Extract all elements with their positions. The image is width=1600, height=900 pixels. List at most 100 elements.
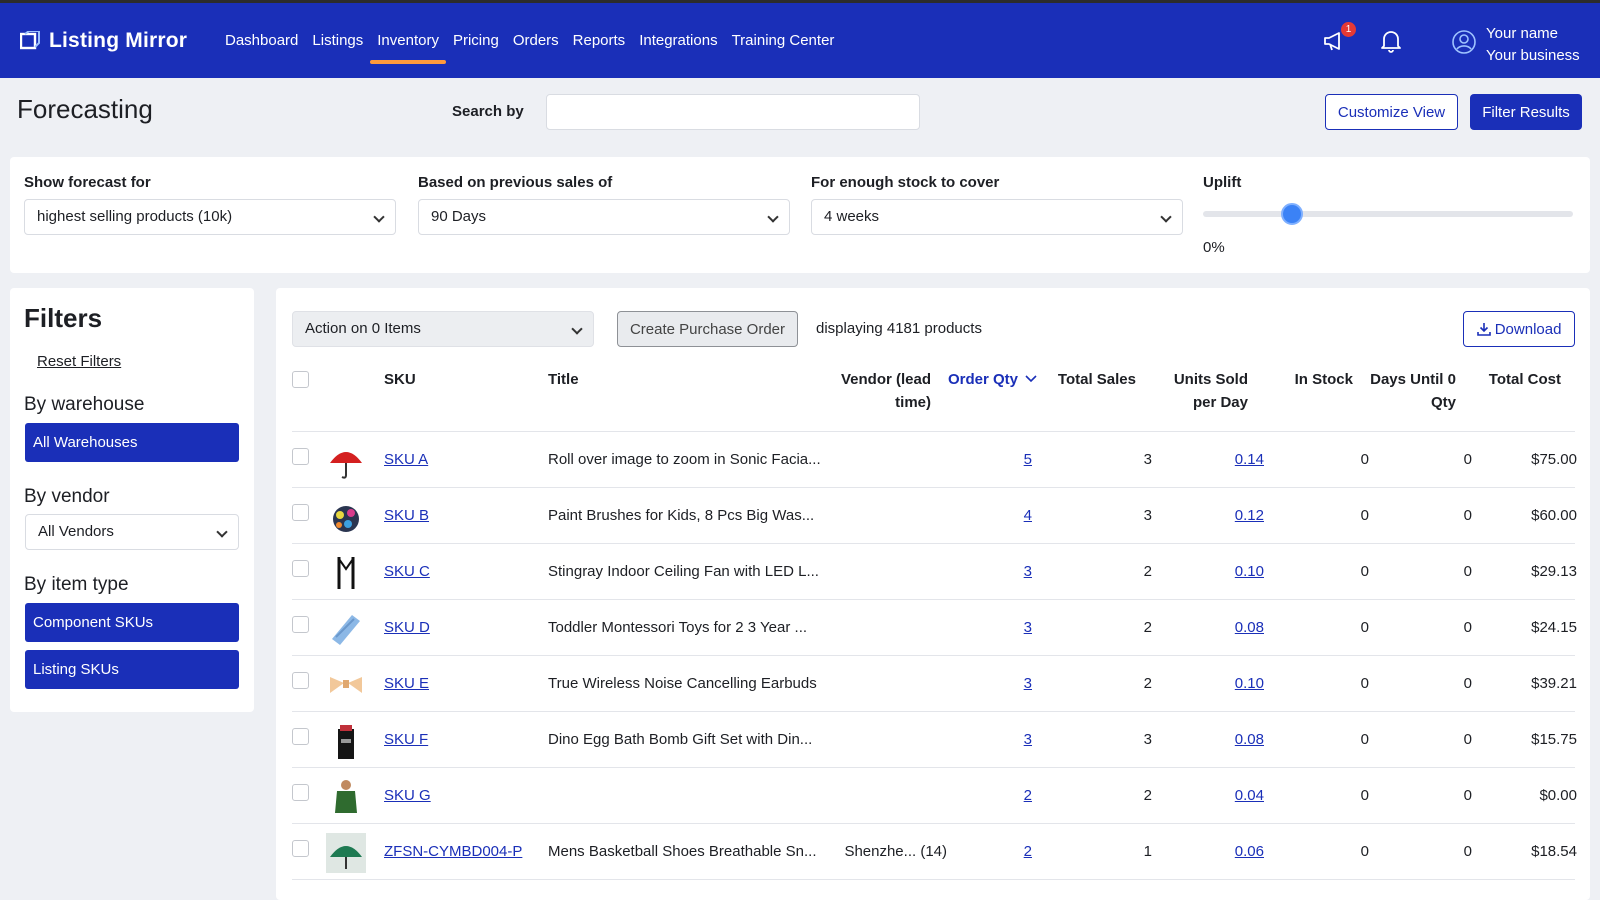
table-row[interactable]: ZFSN-CYMBD004-P Mens Basketball Shoes Bre… xyxy=(292,824,1577,880)
total-cost-cell: $0.00 xyxy=(1482,768,1577,824)
nav-item-integrations[interactable]: Integrations xyxy=(639,32,718,49)
order-qty-link[interactable]: 2 xyxy=(1023,787,1032,804)
table-row[interactable]: SKU C Stingray Indoor Ceiling Fan with LE… xyxy=(292,544,1577,600)
units-per-day-link[interactable]: 0.08 xyxy=(1234,731,1264,748)
units-per-day-link[interactable]: 0.14 xyxy=(1234,451,1264,468)
order-qty-cell: 4 xyxy=(964,488,1032,544)
order-qty-link[interactable]: 3 xyxy=(1023,563,1032,580)
order-qty-cell: 2 xyxy=(964,824,1032,880)
vendor-header-line-1: Vendor (lead xyxy=(840,371,931,388)
units-per-day-link[interactable]: 0.06 xyxy=(1234,843,1264,860)
uplift-label: Uplift xyxy=(1203,174,1242,191)
sku-link[interactable]: SKU F xyxy=(384,731,429,748)
column-header-vendor[interactable]: Vendor (lead time) xyxy=(796,368,931,414)
column-header-total-sales[interactable]: Total Sales xyxy=(1057,371,1136,388)
total-cost-cell: $60.00 xyxy=(1531,507,1577,524)
announcements-icon[interactable]: 1 xyxy=(1322,22,1356,54)
vendor-select[interactable]: All Vendors xyxy=(25,514,239,550)
column-header-total-cost[interactable]: Total Cost xyxy=(1488,371,1561,388)
total-sales-cell: 1 xyxy=(1032,824,1152,880)
bulk-action-select[interactable]: Action on 0 Items xyxy=(292,311,594,347)
reset-filters-link[interactable]: Reset Filters xyxy=(37,353,122,370)
search-input[interactable] xyxy=(546,94,920,130)
row-checkbox[interactable] xyxy=(292,728,309,745)
order-qty-link[interactable]: 5 xyxy=(1023,451,1032,468)
in-stock-cell: 0 xyxy=(1274,712,1369,768)
units-per-day-cell: 0.08 xyxy=(1157,600,1264,656)
nav-item-inventory[interactable]: Inventory xyxy=(370,3,446,78)
days-until-zero-cell: 0 xyxy=(1463,563,1472,580)
sku-link[interactable]: SKU C xyxy=(384,563,430,580)
nav-item-dashboard[interactable]: Dashboard xyxy=(225,32,299,49)
user-avatar-icon[interactable] xyxy=(1452,30,1476,54)
total-cost-cell: $15.75 xyxy=(1531,731,1577,748)
order-qty-link[interactable]: 4 xyxy=(1023,507,1032,524)
row-checkbox[interactable] xyxy=(292,504,309,521)
units-per-day-link[interactable]: 0.12 xyxy=(1234,507,1264,524)
table-row[interactable]: SKU F Dino Egg Bath Bomb Gift Set with Di… xyxy=(292,712,1577,768)
units-per-day-cell: 0.14 xyxy=(1157,432,1264,488)
days-until-zero-cell: 0 xyxy=(1372,712,1472,768)
brand-logo[interactable]: Listing Mirror xyxy=(20,29,187,53)
order-qty-link[interactable]: 3 xyxy=(1023,731,1032,748)
nav-item-listings[interactable]: Listings xyxy=(312,32,364,49)
row-checkbox[interactable] xyxy=(292,784,309,801)
order-qty-link[interactable]: 3 xyxy=(1023,675,1032,692)
sku-link[interactable]: SKU D xyxy=(384,619,430,636)
customize-view-button[interactable]: Customize View xyxy=(1325,94,1458,130)
nav-item-orders[interactable]: Orders xyxy=(512,32,559,49)
table-row[interactable]: SKU B Paint Brushes for Kids, 8 Pcs Big W… xyxy=(292,488,1577,544)
row-checkbox[interactable] xyxy=(292,616,309,633)
units-per-day-link[interactable]: 0.10 xyxy=(1234,675,1264,692)
sku-link[interactable]: SKU G xyxy=(384,787,431,804)
column-header-units-sold[interactable]: Units Sold per Day xyxy=(1141,368,1248,414)
order-qty-cell: 3 xyxy=(964,656,1032,712)
uplift-slider-thumb[interactable] xyxy=(1280,203,1303,225)
table-row[interactable]: SKU G 2 2 0.04 0 0 $0.00 xyxy=(292,768,1577,824)
in-stock-cell: 0 xyxy=(1360,787,1369,804)
product-thumbnail-bow-tie xyxy=(330,677,362,693)
table-row[interactable]: SKU A Roll over image to zoom in Sonic Fa… xyxy=(292,432,1577,488)
uplift-slider-track[interactable] xyxy=(1203,203,1573,225)
column-header-sku[interactable]: SKU xyxy=(384,371,416,388)
units-header-line-2: per Day xyxy=(1192,394,1248,411)
row-checkbox[interactable] xyxy=(292,672,309,689)
notifications-bell-icon[interactable] xyxy=(1378,28,1404,54)
stock-cover-select[interactable]: 4 weeks xyxy=(811,199,1183,235)
column-header-in-stock[interactable]: In Stock xyxy=(1294,371,1353,388)
sku-link[interactable]: SKU E xyxy=(384,675,430,692)
column-header-title[interactable]: Title xyxy=(548,371,579,388)
vendor-cell: Shenzhe... (14) xyxy=(844,843,947,860)
column-header-order-qty[interactable]: Order Qty xyxy=(948,368,1037,391)
nav-item-reports[interactable]: Reports xyxy=(572,32,626,49)
order-qty-header-label: Order Qty xyxy=(948,371,1019,388)
title-cell: True Wireless Noise Cancelling Earbuds xyxy=(548,675,817,692)
order-qty-link[interactable]: 2 xyxy=(1023,843,1032,860)
listing-skus-button[interactable]: Listing SKUs xyxy=(25,650,239,689)
sku-link[interactable]: SKU A xyxy=(384,451,429,468)
sku-link[interactable]: ZFSN-CYMBD004-P xyxy=(384,843,523,860)
product-thumbnail-blue-tie xyxy=(332,615,360,645)
table-row[interactable]: SKU D Toddler Montessori Toys for 2 3 Yea… xyxy=(292,600,1577,656)
user-menu[interactable]: Your name Your business xyxy=(1486,23,1580,67)
create-purchase-order-button[interactable]: Create Purchase Order xyxy=(617,311,798,347)
column-header-days-until-zero[interactable]: Days Until 0 Qty xyxy=(1356,368,1456,414)
units-per-day-link[interactable]: 0.08 xyxy=(1234,619,1264,636)
based-on-select[interactable]: 90 Days xyxy=(418,199,790,235)
nav-item-pricing[interactable]: Pricing xyxy=(452,32,499,49)
row-checkbox[interactable] xyxy=(292,560,309,577)
all-warehouses-button[interactable]: All Warehouses xyxy=(25,423,239,462)
units-per-day-link[interactable]: 0.04 xyxy=(1234,787,1264,804)
nav-item-training-center[interactable]: Training Center xyxy=(731,32,835,49)
select-all-checkbox[interactable] xyxy=(292,371,309,388)
row-checkbox[interactable] xyxy=(292,840,309,857)
show-forecast-select[interactable]: highest selling products (10k) xyxy=(24,199,396,235)
row-checkbox[interactable] xyxy=(292,448,309,465)
filter-results-button[interactable]: Filter Results xyxy=(1470,94,1582,130)
download-button[interactable]: Download xyxy=(1463,311,1575,347)
units-per-day-link[interactable]: 0.10 xyxy=(1234,563,1264,580)
order-qty-link[interactable]: 3 xyxy=(1023,619,1032,636)
sku-link[interactable]: SKU B xyxy=(384,507,430,524)
table-row[interactable]: SKU E True Wireless Noise Cancelling Earb… xyxy=(292,656,1577,712)
component-skus-button[interactable]: Component SKUs xyxy=(25,603,239,642)
